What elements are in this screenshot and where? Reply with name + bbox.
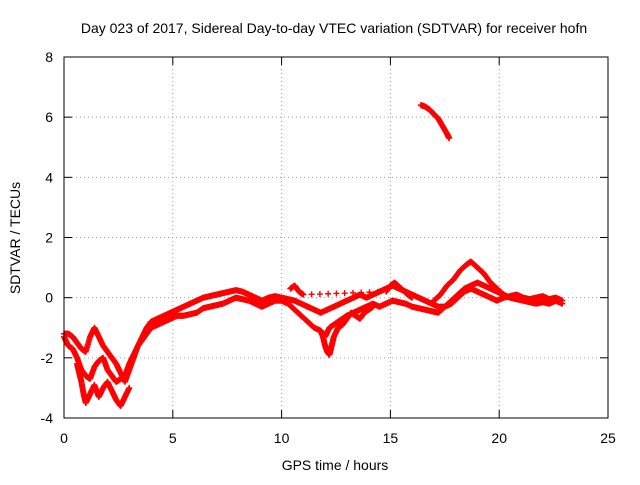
data-series	[61, 282, 566, 385]
data-point	[369, 303, 376, 310]
y-tick-label: 2	[45, 230, 53, 246]
data-point	[333, 290, 340, 297]
data-point	[349, 289, 356, 296]
data-series	[417, 102, 453, 142]
data-point	[366, 289, 373, 296]
data-layer	[61, 102, 566, 409]
y-axis-label: SDTVAR / TECUs	[7, 182, 23, 294]
data-point	[126, 384, 133, 391]
data-point	[308, 291, 315, 298]
x-tick-label: 25	[600, 430, 616, 446]
x-tick-label: 15	[383, 430, 399, 446]
data-point	[300, 291, 307, 298]
data-point	[358, 289, 365, 296]
data-point	[325, 290, 332, 297]
data-series	[317, 303, 376, 358]
data-point	[374, 288, 381, 295]
y-tick-label: 8	[45, 49, 53, 65]
grid-layer	[64, 57, 608, 418]
x-tick-label: 10	[274, 430, 290, 446]
data-series	[287, 279, 416, 301]
x-tick-label: 0	[60, 430, 68, 446]
y-tick-label: -2	[41, 350, 54, 366]
y-tick-label: -4	[41, 410, 54, 426]
data-point	[446, 135, 453, 142]
data-point	[500, 291, 507, 298]
y-tick-label: 4	[45, 169, 53, 185]
data-point	[341, 290, 348, 297]
data-point	[409, 294, 416, 301]
y-tick-label: 6	[45, 109, 53, 125]
data-point	[316, 291, 323, 298]
x-axis-label: GPS time / hours	[282, 457, 389, 473]
data-point	[559, 297, 566, 304]
x-tick-label: 20	[491, 430, 507, 446]
data-series	[74, 360, 133, 409]
chart-title: Day 023 of 2017, Sidereal Day-to-day VTE…	[81, 20, 587, 36]
y-tick-label: 0	[45, 290, 53, 306]
plot-frame	[63, 56, 609, 419]
x-tick-label: 5	[169, 430, 177, 446]
data-series	[430, 258, 507, 304]
